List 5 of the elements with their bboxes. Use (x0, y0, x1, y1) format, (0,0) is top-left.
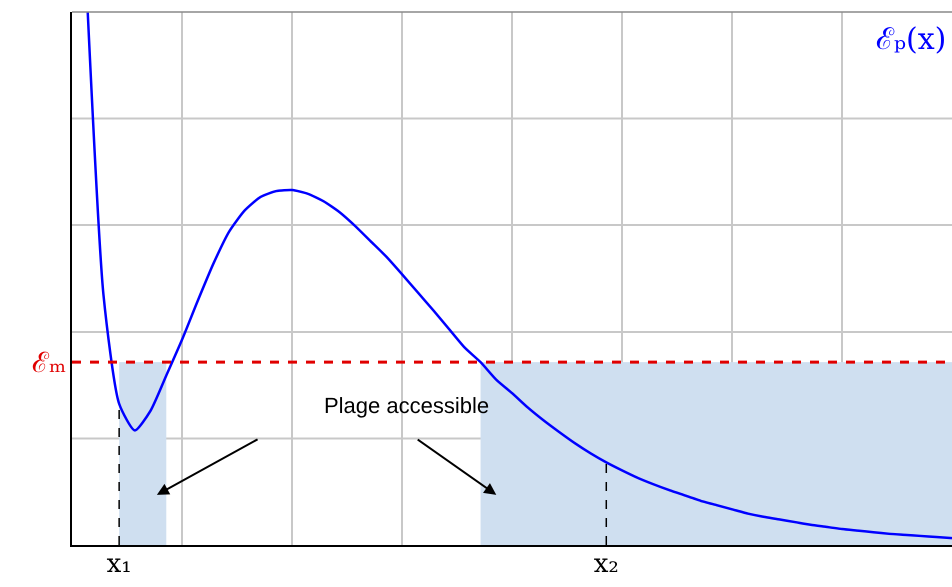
ref-line-label: ℰₘ (32, 346, 66, 379)
x-tick-label: x₁ (106, 549, 132, 579)
text: ℰₚ(x) (876, 22, 946, 57)
x-tick-label: x₂ (594, 549, 619, 579)
annotation: Plage accessible (324, 393, 490, 418)
